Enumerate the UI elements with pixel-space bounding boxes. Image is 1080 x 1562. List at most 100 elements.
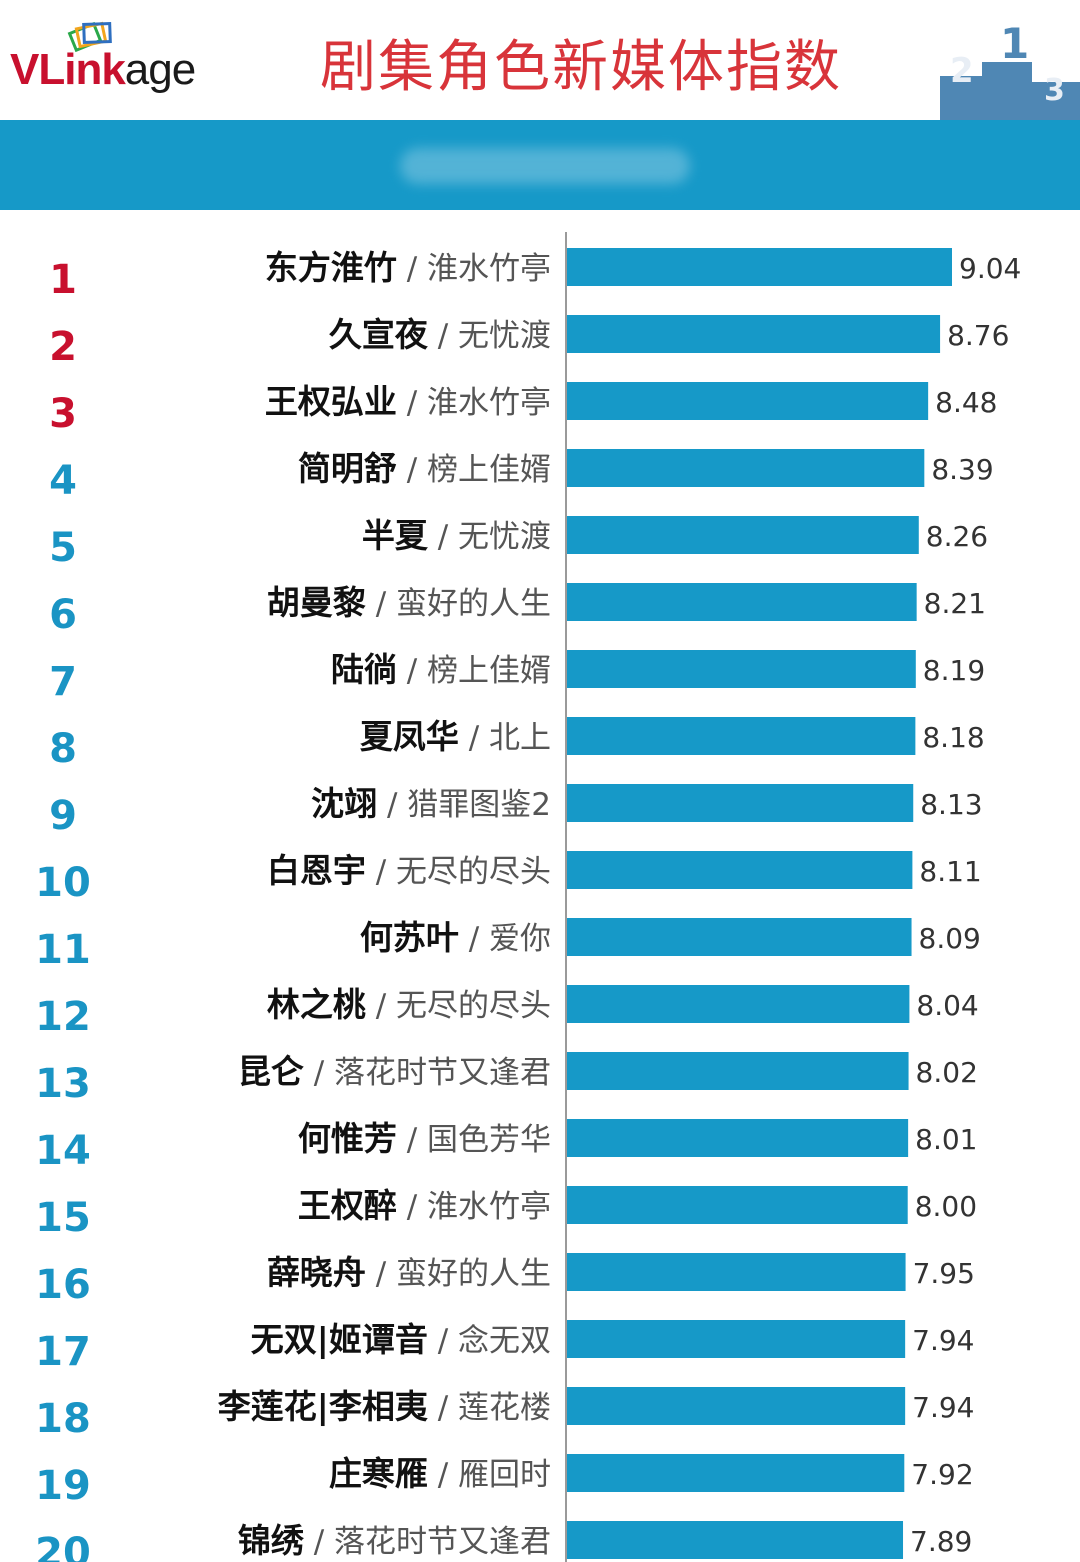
character-name: 沈翊: [311, 784, 377, 823]
rank-number: 12: [35, 994, 91, 1040]
rank-number: 5: [49, 525, 77, 571]
svg-text:2: 2: [950, 51, 974, 91]
rank-number: 4: [49, 458, 77, 504]
character-name: 李莲花|李相夷: [218, 1387, 428, 1426]
bar: [567, 248, 952, 286]
category-label: 东方淮竹 / 淮水竹亭: [265, 248, 551, 287]
character-name: 林之桃: [267, 985, 366, 1024]
rank-number: 16: [35, 1262, 91, 1308]
value-label: 7.94: [912, 1324, 974, 1357]
value-label: 7.94: [912, 1391, 974, 1424]
category-label: 陆徜 / 榜上佳婿: [331, 650, 551, 689]
category-label: 林之桃 / 无尽的尽头: [267, 985, 551, 1024]
svg-text:3: 3: [1044, 73, 1065, 108]
bar: [567, 851, 913, 889]
value-label: 8.13: [920, 788, 982, 821]
bar: [567, 717, 916, 755]
category-label: 久宣夜 / 无忧渡: [329, 315, 551, 354]
character-name: 锦绣: [238, 1521, 305, 1560]
logo-brand-secondary: age: [124, 45, 196, 94]
drama-title: / 无忧渡: [428, 318, 551, 354]
category-label: 王权弘业 / 淮水竹亭: [265, 382, 551, 421]
bar: [567, 516, 919, 554]
rank-number: 7: [49, 659, 77, 705]
drama-title: / 落花时节又逢君: [304, 1524, 551, 1560]
bar: [567, 1521, 904, 1559]
page-title: 剧集角色新媒体指数: [320, 35, 842, 100]
drama-title: / 无尽的尽头: [366, 988, 551, 1024]
character-name: 东方淮竹: [265, 248, 397, 287]
podium-icon: 2 1 3: [940, 19, 1080, 120]
rank-number: 2: [49, 324, 77, 370]
rank-number: 18: [35, 1396, 91, 1442]
category-label: 胡曼黎 / 蛮好的人生: [267, 583, 551, 622]
value-label: 8.09: [919, 922, 981, 955]
vlinkage-logo: VLinkage: [10, 20, 250, 110]
rank-number: 10: [35, 860, 91, 906]
rank-number: 14: [35, 1128, 91, 1174]
bar: [567, 1454, 905, 1492]
value-label: 7.89: [910, 1525, 972, 1558]
drama-title: / 无尽的尽头: [366, 854, 551, 890]
bar: [567, 1119, 909, 1157]
bar: [567, 1253, 906, 1291]
bar: [567, 583, 917, 621]
bar: [567, 1186, 908, 1224]
drama-title: / 念无双: [428, 1323, 551, 1359]
character-name: 昆仑: [238, 1052, 304, 1091]
character-name: 庄寒雁: [329, 1454, 428, 1493]
bar-chart: 9.04 1 东方淮竹 / 淮水竹亭 8.76 2 久宣夜 / 无忧渡 8.48 3 王权弘业 …: [0, 210, 1080, 1562]
bar: [567, 382, 929, 420]
bar: [567, 1320, 906, 1358]
bar: [567, 650, 916, 688]
value-label: 7.92: [911, 1458, 973, 1491]
logo-frames-icon: [67, 21, 112, 53]
value-label: 9.04: [959, 252, 1021, 285]
rank-number: 13: [35, 1061, 91, 1107]
value-label: 8.26: [926, 520, 988, 553]
value-label: 8.19: [923, 654, 985, 687]
character-name: 无双|姬谭音: [251, 1320, 428, 1359]
chart-svg: 9.04 1 东方淮竹 / 淮水竹亭 8.76 2 久宣夜 / 无忧渡 8.48 3 王权弘业 …: [35, 232, 1021, 1562]
category-label: 何苏叶 / 爱你: [360, 918, 551, 957]
rank-number: 15: [35, 1195, 91, 1241]
character-name: 何苏叶: [360, 918, 459, 957]
category-label: 锦绣 / 落花时节又逢君: [238, 1521, 551, 1560]
drama-title: / 雁回时: [428, 1457, 551, 1493]
character-name: 夏凤华: [360, 717, 459, 756]
drama-title: / 榜上佳婿: [397, 653, 551, 689]
drama-title: / 莲花楼: [428, 1390, 551, 1426]
bar: [567, 315, 941, 353]
category-label: 何惟芳 / 国色芳华: [298, 1119, 551, 1158]
drama-title: / 淮水竹亭: [397, 385, 551, 421]
drama-title: / 猎罪图鉴2: [377, 787, 551, 823]
rank-number: 19: [35, 1463, 91, 1509]
svg-text:1: 1: [1000, 19, 1029, 68]
bar: [567, 985, 910, 1023]
rank-number: 6: [49, 592, 77, 638]
value-label: 8.00: [915, 1190, 977, 1223]
drama-title: / 落花时节又逢君: [304, 1055, 551, 1091]
rank-number: 20: [35, 1530, 91, 1562]
drama-title: / 榜上佳婿: [397, 452, 551, 488]
category-label: 王权醉 / 淮水竹亭: [298, 1186, 551, 1225]
category-label: 半夏 / 无忧渡: [362, 516, 551, 555]
category-label: 庄寒雁 / 雁回时: [329, 1454, 551, 1493]
drama-title: / 国色芳华: [397, 1122, 551, 1158]
category-label: 无双|姬谭音 / 念无双: [251, 1320, 551, 1359]
category-label: 沈翊 / 猎罪图鉴2: [311, 784, 551, 823]
logo-brand-primary: VLink: [10, 45, 126, 94]
bar: [567, 1387, 906, 1425]
value-label: 8.21: [924, 587, 986, 620]
character-name: 白恩宇: [267, 851, 366, 890]
value-label: 8.48: [935, 386, 997, 419]
drama-title: / 无忧渡: [428, 519, 551, 555]
category-label: 李莲花|李相夷 / 莲花楼: [218, 1387, 551, 1426]
character-name: 薛晓舟: [267, 1253, 366, 1292]
character-name: 半夏: [362, 516, 429, 555]
bar: [567, 918, 912, 956]
value-label: 8.39: [931, 453, 993, 486]
character-name: 久宣夜: [329, 315, 429, 354]
category-label: 简明舒 / 榜上佳婿: [298, 449, 551, 488]
value-label: 8.01: [915, 1123, 977, 1156]
